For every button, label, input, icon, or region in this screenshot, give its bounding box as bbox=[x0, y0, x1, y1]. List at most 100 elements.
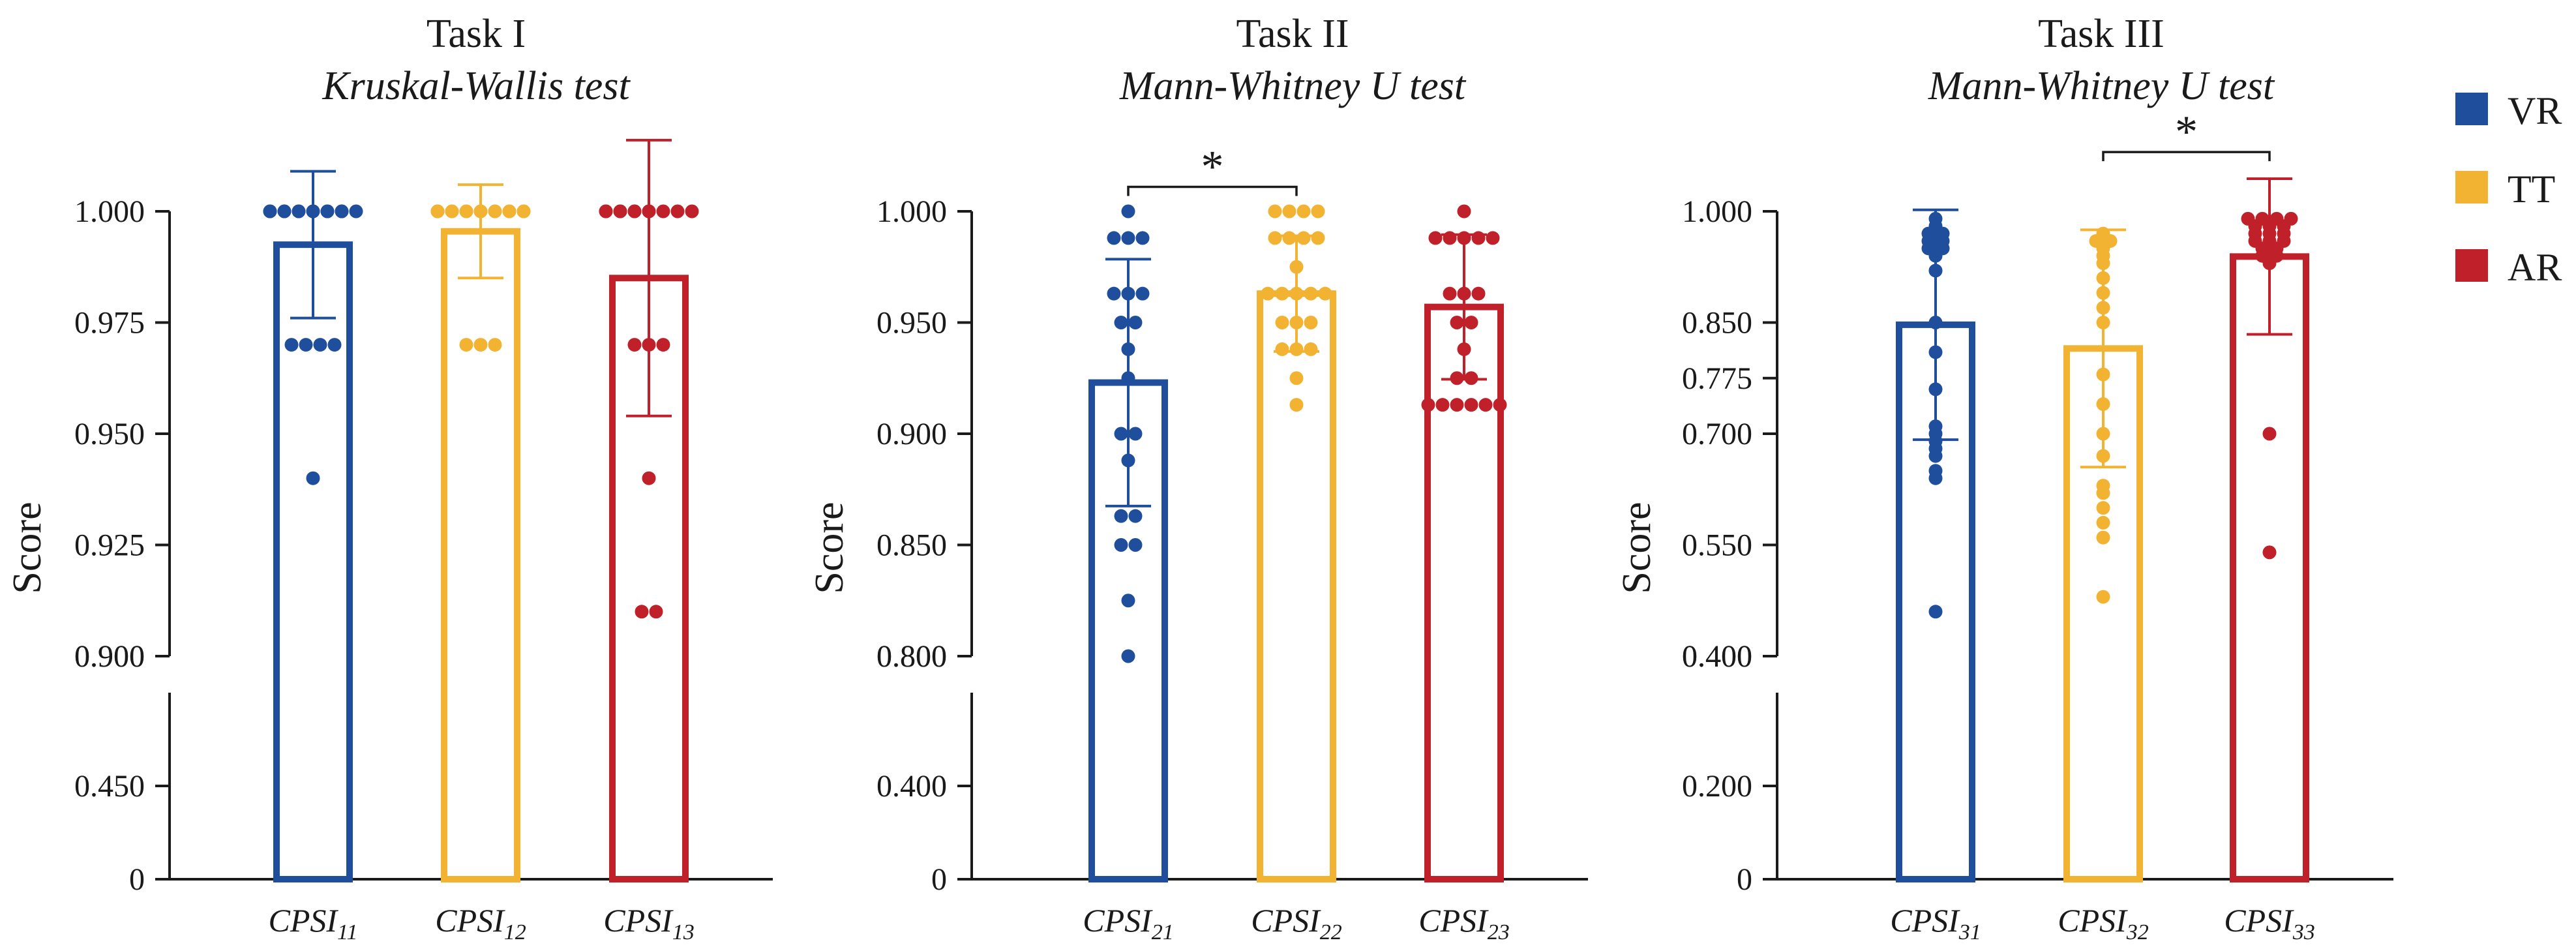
panel-2-upper-tick-label-0: 0.800 bbox=[876, 639, 947, 674]
panel-3-lower-tick-label-0: 0 bbox=[1737, 862, 1752, 897]
panel-1-subtitle: Kruskal-Wallis test bbox=[322, 64, 631, 108]
panel-2-point-tt-16 bbox=[1304, 316, 1318, 329]
panel-3-point-tt-12 bbox=[2096, 427, 2110, 441]
panel-1-upper-tick-label-3: 0.975 bbox=[74, 306, 145, 340]
panel-3-point-tt-7 bbox=[2096, 286, 2110, 300]
panel-2-point-tt-3 bbox=[1311, 204, 1325, 218]
panel-3-category-label-2: CPSI33 bbox=[2224, 902, 2315, 944]
panel-3-upper-tick-label-5: 1.000 bbox=[1682, 194, 1752, 229]
panel-1-point-vr-11 bbox=[320, 204, 335, 218]
panel-3-point-tt-10 bbox=[2096, 367, 2110, 382]
panel-1-point-vr-15 bbox=[313, 338, 327, 352]
panel-3-point-tt-17 bbox=[2096, 515, 2110, 530]
panel-2-significance-bracket-0 bbox=[1127, 185, 1298, 196]
panel-1-point-tt-17 bbox=[488, 338, 502, 352]
panel-3-upper-tick-label-4: 0.850 bbox=[1682, 306, 1752, 340]
panel-3-point-ar-19 bbox=[2262, 545, 2277, 560]
panel-3-point-ar-17 bbox=[2262, 256, 2277, 271]
panel-1-point-tt-10 bbox=[473, 204, 488, 218]
panel-1-point-vr-14 bbox=[299, 338, 313, 352]
panel-2-point-ar-12 bbox=[1450, 371, 1464, 385]
panel-1-point-ar-4 bbox=[656, 204, 670, 218]
panel-2-point-ar-9 bbox=[1450, 316, 1464, 329]
panel-3-point-vr-9 bbox=[1928, 264, 1943, 278]
panel-2-point-ar-19 bbox=[1493, 398, 1507, 412]
panel-3-point-tt-19 bbox=[2096, 590, 2110, 604]
legend-item-tt: TT bbox=[2455, 168, 2555, 211]
panel-2-point-ar-17 bbox=[1464, 398, 1478, 412]
panel-1-point-ar-10 bbox=[642, 204, 656, 218]
panel-2-point-tt-1 bbox=[1282, 204, 1296, 218]
panel-2-point-vr-19 bbox=[1121, 649, 1135, 663]
panel-3-point-vr-17 bbox=[1928, 449, 1943, 463]
panel-3-point-tt-8 bbox=[2096, 301, 2110, 315]
panel-2-upper-tick-label-1: 0.850 bbox=[876, 528, 947, 563]
panel-2-point-tt-8 bbox=[1289, 260, 1304, 274]
panel-2-significance-label-0: * bbox=[1201, 142, 1224, 192]
panel-1-point-vr-16 bbox=[327, 338, 342, 352]
panel-1-point-tt-12 bbox=[502, 204, 517, 218]
panel-2-point-tt-6 bbox=[1296, 231, 1311, 245]
panel-1-point-vr-12 bbox=[335, 204, 349, 218]
panel-3-subtitle: Mann-Whitney U test bbox=[1928, 64, 2275, 108]
panel-2-point-tt-10 bbox=[1275, 286, 1289, 301]
panel-1-lower-tick-label-1: 0.450 bbox=[74, 769, 145, 804]
panel-3-point-tt-11 bbox=[2096, 397, 2110, 412]
panel-2-point-vr-10 bbox=[1121, 371, 1135, 385]
panel-1-point-ar-11 bbox=[627, 338, 642, 352]
panel-3-title: Task III bbox=[2038, 12, 2164, 56]
panel-2-point-vr-15 bbox=[1128, 509, 1143, 523]
panel-1-point-ar-15 bbox=[635, 605, 649, 619]
panel-3-upper-tick-label-2: 0.700 bbox=[1682, 417, 1752, 451]
panel-1-point-tt-9 bbox=[459, 204, 473, 218]
panel-2-point-vr-17 bbox=[1128, 538, 1143, 552]
panel-2-point-ar-3 bbox=[1457, 231, 1471, 245]
panel-2-plot: 0.8000.8500.9000.9501.00000.4000.800CPSI… bbox=[876, 142, 1588, 944]
panel-2-point-ar-14 bbox=[1421, 398, 1435, 412]
panel-2-point-vr-12 bbox=[1128, 427, 1143, 441]
panel-2-point-ar-7 bbox=[1457, 286, 1471, 301]
panel-3-point-tt-6 bbox=[2096, 271, 2110, 285]
panel-1-title: Task I bbox=[427, 12, 526, 56]
panel-2-subtitle: Mann-Whitney U test bbox=[1119, 64, 1467, 108]
panel-2-point-ar-2 bbox=[1443, 231, 1457, 245]
panel-2-point-tt-15 bbox=[1289, 316, 1304, 329]
panel-2-point-ar-11 bbox=[1457, 342, 1471, 356]
legend-swatch-tt bbox=[2455, 171, 2488, 203]
panel-3-plot: 0.4000.5500.7000.7750.8501.00000.2000.40… bbox=[1682, 107, 2393, 944]
panel-2-point-ar-0 bbox=[1457, 204, 1471, 218]
panel-1-point-vr-9 bbox=[292, 204, 306, 218]
panel-1-point-vr-8 bbox=[277, 204, 292, 218]
panel-2-point-tt-7 bbox=[1311, 231, 1325, 245]
panel-1-point-ar-13 bbox=[656, 338, 670, 352]
panel-2-point-vr-0 bbox=[1121, 204, 1135, 218]
panel-1-point-ar-7 bbox=[599, 204, 613, 218]
panel-2-upper-tick-label-3: 0.950 bbox=[876, 306, 947, 340]
panel-1-point-ar-14 bbox=[642, 471, 656, 485]
legend-item-ar: AR bbox=[2455, 246, 2562, 289]
panel-2-lower-tick-label-1: 0.400 bbox=[876, 769, 947, 804]
panel-3-point-tt-9 bbox=[2096, 316, 2110, 329]
panel-1-point-vr-6 bbox=[349, 204, 363, 218]
panel-2-point-tt-13 bbox=[1318, 286, 1332, 301]
panel-2-point-vr-18 bbox=[1121, 594, 1135, 608]
panel-2-title: Task II bbox=[1236, 12, 1349, 56]
panel-2-lower-tick-label-0: 0 bbox=[931, 862, 947, 897]
panel-1-upper-tick-label-0: 0.900 bbox=[74, 639, 145, 674]
panel-1-upper-tick-label-2: 0.950 bbox=[74, 417, 145, 451]
legend-swatch-vr bbox=[2455, 93, 2488, 125]
panel-1-y-axis-label: Score bbox=[5, 502, 50, 594]
panel-1-point-tt-13 bbox=[517, 204, 531, 218]
panel-2-point-ar-6 bbox=[1443, 286, 1457, 301]
panel-2-point-vr-3 bbox=[1135, 231, 1150, 245]
panel-3-point-tt-5 bbox=[2096, 256, 2110, 271]
panel-2-point-tt-18 bbox=[1289, 342, 1304, 356]
panel-2-point-vr-11 bbox=[1114, 427, 1128, 441]
panel-3-point-vr-19 bbox=[1928, 471, 1943, 485]
panel-1-point-vr-10 bbox=[306, 204, 320, 218]
panel-2-point-ar-1 bbox=[1428, 231, 1443, 245]
panel-2-y-axis-label: Score bbox=[807, 502, 852, 594]
panel-2-upper-tick-label-4: 1.000 bbox=[876, 194, 947, 229]
panel-2-point-ar-16 bbox=[1450, 398, 1464, 412]
legend-label-vr: VR bbox=[2508, 89, 2562, 132]
